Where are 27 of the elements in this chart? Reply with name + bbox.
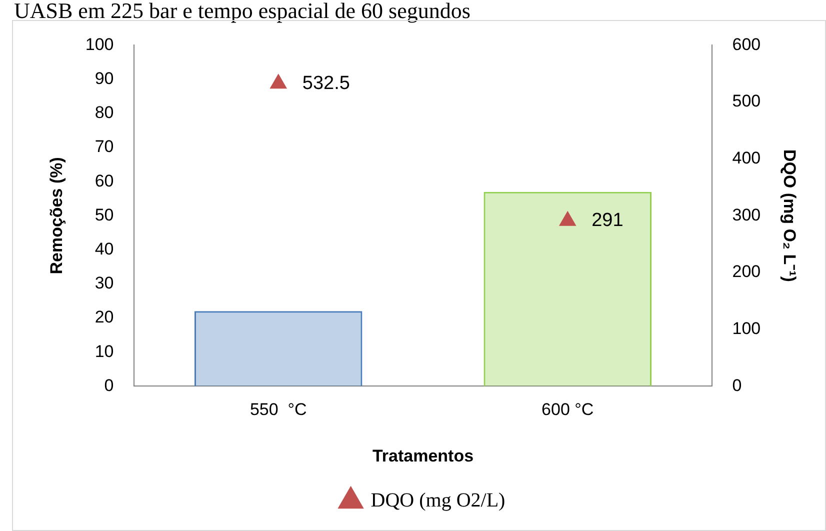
y2-tick-label: 600 [732,34,761,54]
data-label: 291 [592,210,624,232]
y2-tick-label: 0 [732,376,742,395]
y-tick-label: 10 [94,342,114,361]
y-tick-label: 20 [94,308,114,327]
y2-tick-label: 400 [732,148,761,168]
y-tick-label: 70 [94,137,114,156]
y-tick-label: 50 [94,205,114,224]
y-tick-label: 100 [85,34,114,54]
y2-tick-label: 300 [732,205,761,224]
data-label: 532.5 [302,72,350,94]
y-tick-label: 0 [104,376,114,395]
y-tick-label: 40 [94,239,114,258]
legend-label: DQO (mg O2/L) [370,489,506,512]
y-tick-label: 80 [94,103,114,122]
y2-tick-label: 100 [732,319,761,338]
x-tick-label: 550 °C [250,400,307,420]
x-tick-label: 600 °C [542,400,594,420]
y-tick-label: 60 [94,171,114,190]
y2-tick-label: 200 [732,262,761,282]
y-axis-title: Remoções (%) [46,157,66,274]
y2-axis-title: DQO (mg O₂ L⁻¹) [780,149,800,282]
y2-tick-label: 500 [732,92,761,111]
x-axis-title: Tratamentos [372,446,474,466]
chart-title: UASB em 225 bar e tempo espacial de 60 segundos [14,0,470,23]
y-tick-label: 30 [94,274,114,293]
y-tick-label: 90 [94,68,114,88]
